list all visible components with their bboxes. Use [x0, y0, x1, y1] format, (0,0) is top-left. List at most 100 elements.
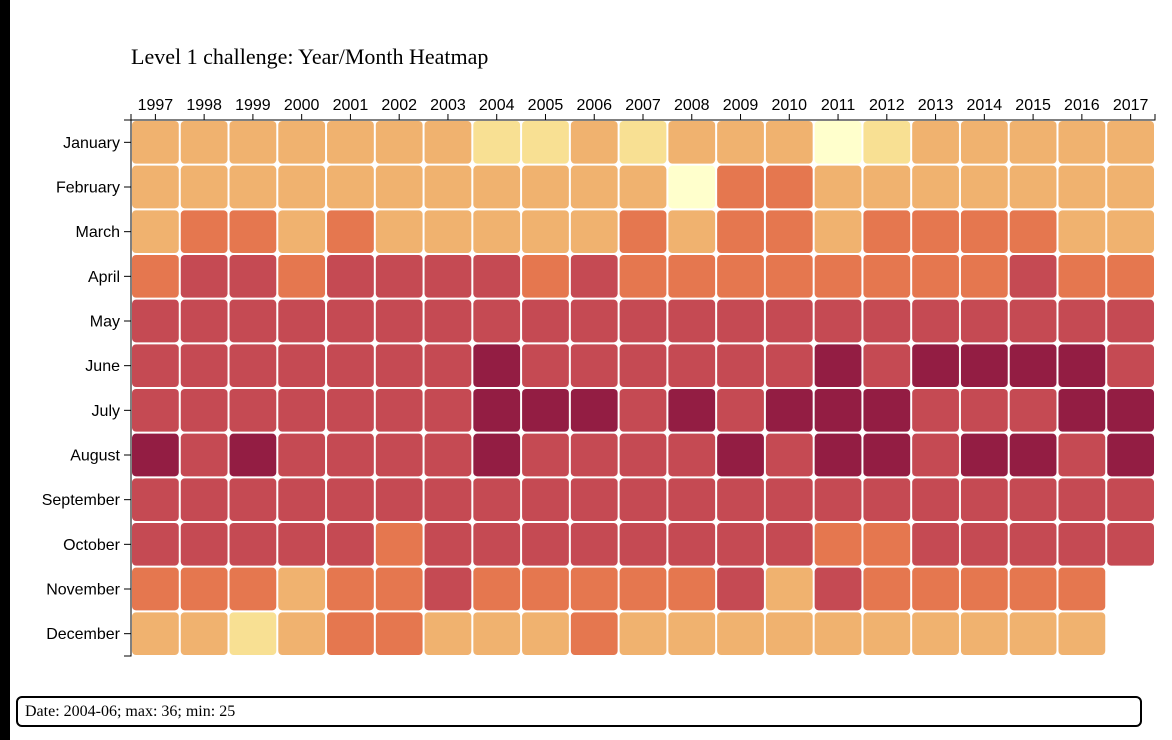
heatmap-cell-2007-october[interactable]	[619, 523, 667, 566]
heatmap-cell-2017-september[interactable]	[1107, 478, 1154, 521]
heatmap-cell-2015-january[interactable]	[1009, 121, 1057, 164]
heatmap-cell-2016-october[interactable]	[1058, 523, 1106, 566]
heatmap-cell-2007-november[interactable]	[619, 567, 667, 611]
heatmap-cell-2008-september[interactable]	[668, 478, 716, 521]
heatmap-cell-2016-february[interactable]	[1058, 165, 1106, 209]
heatmap-cell-2005-november[interactable]	[522, 567, 569, 611]
heatmap-cell-2004-march[interactable]	[473, 210, 521, 253]
heatmap-cell-2003-may[interactable]	[424, 299, 472, 343]
heatmap-cell-2000-february[interactable]	[278, 165, 326, 209]
heatmap-cell-2009-march[interactable]	[717, 210, 764, 253]
heatmap-cell-2004-august[interactable]	[473, 433, 521, 477]
heatmap-cell-2017-july[interactable]	[1107, 389, 1154, 432]
heatmap-cell-1997-november[interactable]	[132, 567, 179, 611]
heatmap-cell-2006-april[interactable]	[570, 255, 618, 298]
heatmap-cell-2015-february[interactable]	[1009, 165, 1057, 209]
heatmap-cell-2013-november[interactable]	[912, 567, 959, 611]
heatmap-cell-1999-september[interactable]	[229, 478, 277, 521]
heatmap-cell-2001-february[interactable]	[327, 165, 374, 209]
heatmap-cell-2012-june[interactable]	[863, 344, 911, 387]
heatmap-cell-2007-march[interactable]	[619, 210, 667, 253]
heatmap-cell-2003-january[interactable]	[424, 121, 472, 164]
heatmap-cell-1997-march[interactable]	[132, 210, 179, 253]
heatmap-cell-2000-december[interactable]	[278, 612, 326, 655]
heatmap-cell-2015-june[interactable]	[1009, 344, 1057, 387]
heatmap-cell-2007-april[interactable]	[619, 255, 667, 298]
heatmap-cell-2012-november[interactable]	[863, 567, 911, 611]
heatmap-cell-2007-january[interactable]	[619, 121, 667, 164]
heatmap-cell-2001-january[interactable]	[327, 121, 374, 164]
heatmap-cell-2006-january[interactable]	[570, 121, 618, 164]
heatmap-cell-2009-september[interactable]	[717, 478, 764, 521]
heatmap-cell-2011-november[interactable]	[814, 567, 862, 611]
heatmap-cell-1997-may[interactable]	[132, 299, 179, 343]
heatmap-cell-2007-july[interactable]	[619, 389, 667, 432]
heatmap-cell-2016-july[interactable]	[1058, 389, 1106, 432]
heatmap-cell-2015-august[interactable]	[1009, 433, 1057, 477]
heatmap-cell-1997-april[interactable]	[132, 255, 179, 298]
heatmap-cell-1997-october[interactable]	[132, 523, 179, 566]
heatmap-cell-1999-july[interactable]	[229, 389, 277, 432]
heatmap-cell-2001-june[interactable]	[327, 344, 374, 387]
heatmap-cell-2011-december[interactable]	[814, 612, 862, 655]
heatmap-cell-2003-october[interactable]	[424, 523, 472, 566]
heatmap-cell-2001-november[interactable]	[327, 567, 374, 611]
heatmap-cell-2002-may[interactable]	[375, 299, 423, 343]
heatmap-cell-2003-december[interactable]	[424, 612, 472, 655]
heatmap-cell-2006-february[interactable]	[570, 165, 618, 209]
heatmap-cell-2017-june[interactable]	[1107, 344, 1154, 387]
heatmap-cell-2012-may[interactable]	[863, 299, 911, 343]
heatmap-cell-2003-september[interactable]	[424, 478, 472, 521]
heatmap-cell-2012-july[interactable]	[863, 389, 911, 432]
heatmap-cell-2009-july[interactable]	[717, 389, 764, 432]
heatmap-cell-2003-june[interactable]	[424, 344, 472, 387]
heatmap-cell-2006-december[interactable]	[570, 612, 618, 655]
heatmap-cell-2006-july[interactable]	[570, 389, 618, 432]
heatmap-cell-2014-december[interactable]	[960, 612, 1008, 655]
heatmap-cell-2000-november[interactable]	[278, 567, 326, 611]
heatmap-cell-2009-january[interactable]	[717, 121, 764, 164]
heatmap-cell-2009-february[interactable]	[717, 165, 764, 209]
heatmap-cell-1998-november[interactable]	[180, 567, 228, 611]
heatmap-cell-2011-august[interactable]	[814, 433, 862, 477]
heatmap-cell-2014-november[interactable]	[960, 567, 1008, 611]
heatmap-cell-2005-august[interactable]	[522, 433, 569, 477]
heatmap-cell-2000-august[interactable]	[278, 433, 326, 477]
heatmap-cell-2004-july[interactable]	[473, 389, 521, 432]
heatmap-cell-2014-september[interactable]	[960, 478, 1008, 521]
heatmap-cell-2012-april[interactable]	[863, 255, 911, 298]
heatmap-cell-2017-february[interactable]	[1107, 165, 1154, 209]
heatmap-cell-2010-february[interactable]	[765, 165, 813, 209]
heatmap-cell-2013-july[interactable]	[912, 389, 959, 432]
heatmap-cell-2009-december[interactable]	[717, 612, 764, 655]
heatmap-cell-2003-april[interactable]	[424, 255, 472, 298]
heatmap-cell-2007-february[interactable]	[619, 165, 667, 209]
heatmap-cell-1998-august[interactable]	[180, 433, 228, 477]
heatmap-cell-2001-october[interactable]	[327, 523, 374, 566]
heatmap-cell-2017-august[interactable]	[1107, 433, 1154, 477]
heatmap-cell-2008-february[interactable]	[668, 165, 716, 209]
heatmap-cell-2016-june[interactable]	[1058, 344, 1106, 387]
heatmap-cell-2005-february[interactable]	[522, 165, 569, 209]
heatmap-cell-2011-january[interactable]	[814, 121, 862, 164]
heatmap-cell-2004-april[interactable]	[473, 255, 521, 298]
heatmap-cell-1998-january[interactable]	[180, 121, 228, 164]
heatmap-cell-2011-june[interactable]	[814, 344, 862, 387]
heatmap-cell-2005-october[interactable]	[522, 523, 569, 566]
heatmap-cell-2001-december[interactable]	[327, 612, 374, 655]
heatmap-cell-2012-october[interactable]	[863, 523, 911, 566]
heatmap-cell-2004-february[interactable]	[473, 165, 521, 209]
heatmap-cell-2010-october[interactable]	[765, 523, 813, 566]
heatmap-cell-2015-november[interactable]	[1009, 567, 1057, 611]
heatmap-cell-2016-january[interactable]	[1058, 121, 1106, 164]
heatmap-cell-2004-june[interactable]	[473, 344, 521, 387]
heatmap-cell-2015-september[interactable]	[1009, 478, 1057, 521]
heatmap-cell-2013-september[interactable]	[912, 478, 959, 521]
heatmap-cell-2011-july[interactable]	[814, 389, 862, 432]
heatmap-cell-2010-july[interactable]	[765, 389, 813, 432]
heatmap-cell-2008-december[interactable]	[668, 612, 716, 655]
heatmap-cell-2017-april[interactable]	[1107, 255, 1154, 298]
heatmap-cell-2004-october[interactable]	[473, 523, 521, 566]
heatmap-cell-2004-january[interactable]	[473, 121, 521, 164]
heatmap-cell-1999-january[interactable]	[229, 121, 277, 164]
